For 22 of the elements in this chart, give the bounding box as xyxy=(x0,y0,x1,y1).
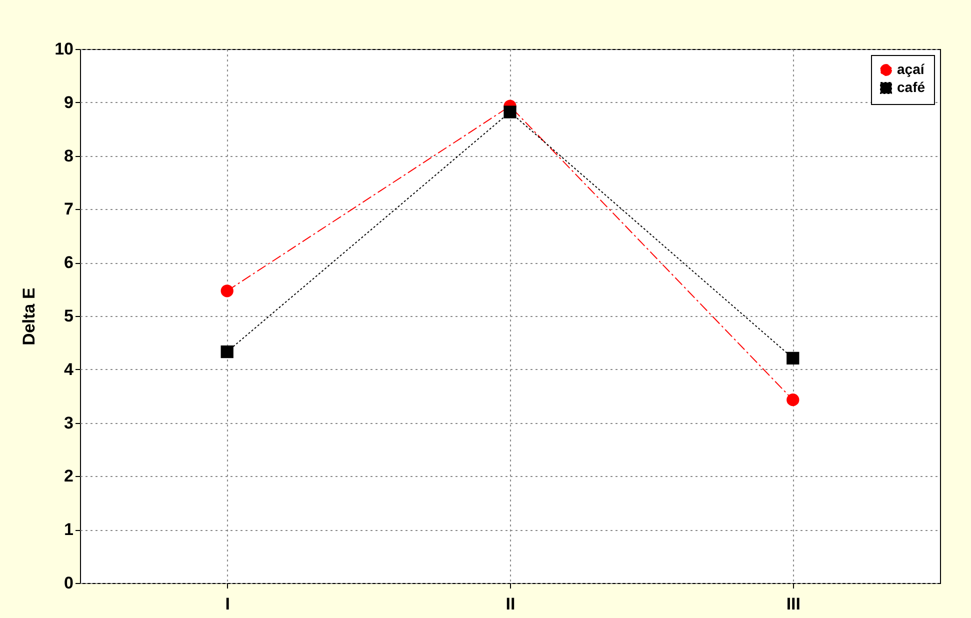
y-tick-label: 0 xyxy=(64,574,74,592)
x-tick-label: III xyxy=(786,594,800,614)
y-axis-title: Delta E xyxy=(20,288,39,346)
y-tick-label: 10 xyxy=(54,40,74,58)
y-tick-label: 8 xyxy=(64,146,74,166)
x-tick-label: I xyxy=(225,594,230,614)
point xyxy=(786,352,800,365)
y-tick-label: 2 xyxy=(64,466,74,486)
legend-label: café xyxy=(897,79,926,95)
y-tick-label: 9 xyxy=(64,92,74,112)
point xyxy=(220,284,234,298)
point xyxy=(786,394,800,406)
y-tick-label: 5 xyxy=(64,306,74,326)
y-tick-label: 1 xyxy=(64,520,74,540)
legend-label: açaí xyxy=(897,61,926,77)
x-tick-label: II xyxy=(506,594,516,614)
y-tick-label: 3 xyxy=(64,413,74,432)
point xyxy=(220,345,234,358)
y-tick-label: 6 xyxy=(64,253,74,272)
point xyxy=(504,106,516,118)
y-tick-label: 4 xyxy=(64,360,74,379)
y-tick-label: 7 xyxy=(64,200,74,219)
